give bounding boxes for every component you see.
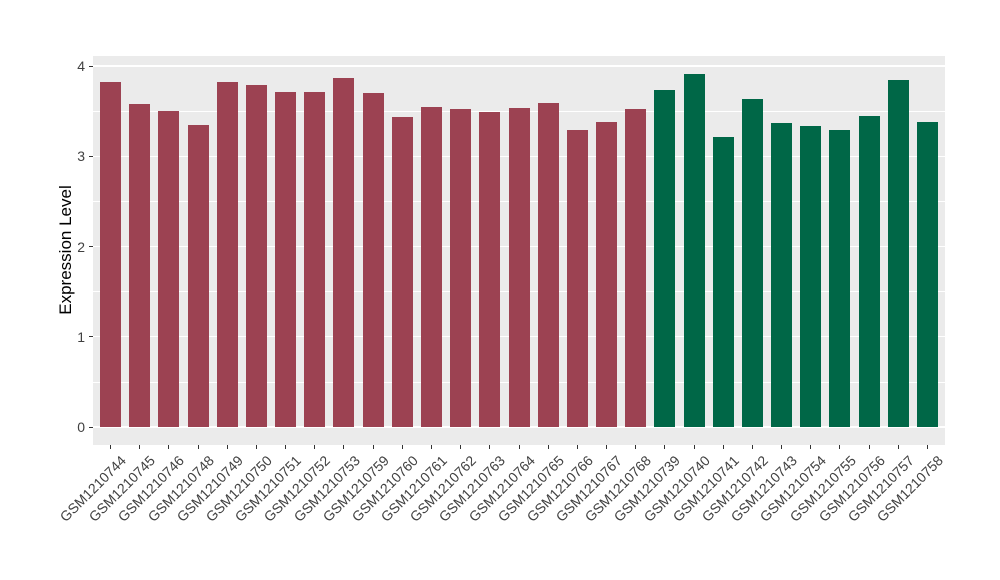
bar-GSM1210761: [420, 106, 442, 427]
x-axis-tick: [781, 445, 783, 449]
x-axis-tick: [139, 445, 141, 449]
x-axis-tick: [926, 445, 928, 449]
bar-GSM1210749: [216, 82, 238, 427]
bar-GSM1210744: [100, 82, 121, 427]
x-axis-tick: [226, 445, 228, 449]
y-tick-label: 3: [77, 148, 85, 165]
x-axis-tick: [518, 445, 520, 449]
major-gridline: [93, 65, 945, 67]
bar-GSM1210758: [916, 121, 938, 427]
bar-GSM1210760: [391, 117, 413, 427]
x-axis-tick: [430, 445, 432, 449]
bar-GSM1210762: [450, 109, 472, 427]
y-tick-label: 2: [77, 238, 85, 255]
y-tick-label: 1: [77, 328, 85, 345]
bar-GSM1210739: [654, 90, 676, 427]
x-axis-tick: [285, 445, 287, 449]
y-axis-tick: [89, 246, 93, 247]
bar-GSM1210767: [596, 121, 618, 427]
bar-GSM1210755: [829, 130, 851, 427]
x-axis-tick: [897, 445, 899, 449]
x-axis-tick: [343, 445, 345, 449]
bar-GSM1210768: [625, 109, 647, 427]
bar-GSM1210759: [362, 93, 384, 427]
x-axis-tick: [489, 445, 491, 449]
x-axis-tick: [255, 445, 257, 449]
x-axis-tick: [664, 445, 666, 449]
bar-GSM1210752: [304, 92, 326, 427]
bar-GSM1210740: [683, 74, 705, 427]
y-axis-tick: [89, 426, 93, 428]
bar-GSM1210748: [187, 124, 209, 427]
x-axis-tick: [110, 445, 111, 449]
bar-GSM1210753: [333, 77, 355, 427]
major-gridline: [93, 426, 945, 428]
x-axis-tick: [606, 445, 608, 449]
bar-GSM1210756: [858, 115, 880, 427]
y-axis-tick: [89, 65, 93, 67]
x-axis-tick: [751, 445, 753, 449]
x-axis-tick: [197, 445, 199, 449]
x-axis-tick: [576, 445, 578, 449]
x-axis-tick: [868, 445, 870, 449]
x-axis-tick: [722, 445, 724, 449]
x-axis-tick: [401, 445, 403, 449]
y-tick-label: 4: [77, 58, 85, 74]
x-axis-tick: [635, 445, 637, 449]
y-axis-tick: [89, 155, 93, 157]
bar-GSM1210757: [887, 79, 909, 427]
x-axis-tick: [168, 445, 170, 449]
plot-panel: [93, 56, 945, 445]
x-axis-tick: [839, 445, 841, 449]
bar-GSM1210763: [479, 112, 501, 427]
x-axis-tick: [810, 445, 812, 449]
bar-GSM1210766: [566, 130, 588, 427]
x-axis-tick: [547, 445, 549, 449]
bar-GSM1210741: [712, 137, 734, 427]
bar-GSM1210745: [129, 103, 151, 427]
y-tick-label: 0: [77, 419, 85, 435]
x-axis-tick: [314, 445, 316, 449]
x-axis-tick: [460, 445, 462, 449]
bar-GSM1210754: [800, 125, 822, 427]
bar-GSM1210742: [741, 99, 763, 427]
bar-GSM1210765: [537, 103, 559, 427]
bar-GSM1210764: [508, 108, 530, 427]
bar-GSM1210743: [771, 122, 793, 427]
bar-GSM1210751: [275, 92, 297, 427]
bar-GSM1210750: [245, 84, 267, 427]
x-axis-tick: [372, 445, 374, 449]
bar-GSM1210746: [158, 111, 180, 427]
x-axis-tick: [693, 445, 695, 449]
y-axis-tick: [89, 336, 93, 338]
